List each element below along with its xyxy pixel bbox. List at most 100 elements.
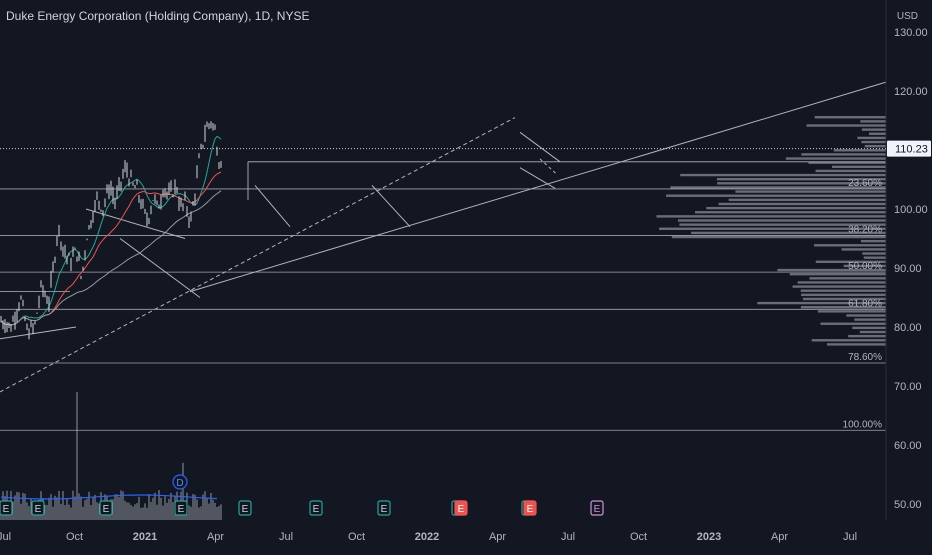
time-tick-label: Apr: [771, 531, 788, 543]
channel-bottom-2: [119, 238, 201, 298]
price-axis[interactable]: USD130.00120.00110.00100.0090.0080.0070.…: [0, 0, 931, 520]
volume-bar: [20, 503, 22, 520]
volume-bar: [214, 502, 216, 520]
event-marker-label: E: [242, 504, 249, 515]
volume-bar: [124, 500, 126, 520]
time-tick-label: Apr: [489, 531, 506, 543]
volume-bar: [56, 497, 58, 520]
price-tick-label: 130.00: [894, 27, 928, 39]
event-markers[interactable]: EEEDEEEEEEEEE: [0, 474, 604, 516]
ma-fast-line: [0, 135, 222, 326]
profile-bar: [656, 215, 886, 218]
profile-bar: [852, 326, 886, 330]
price-tick-label: 100.00: [894, 204, 928, 216]
profile-bar: [814, 244, 886, 247]
profile-bar: [680, 173, 886, 177]
volume-bar: [172, 502, 174, 520]
ma-slow-line: [0, 190, 222, 326]
time-tick-label: Jul: [561, 531, 575, 543]
profile-bar: [792, 285, 886, 288]
volume-bar: [74, 496, 76, 520]
time-axis[interactable]: Jul Oct 2021 Apr Jul Oct 2022 Apr Jul Oct 2023 Apr J…: [0, 531, 857, 543]
profile-bar: [808, 161, 886, 164]
profile-bar: [800, 289, 886, 292]
volume-bar: [150, 501, 152, 520]
channel-bottom-1: [0, 326, 77, 340]
volume-bar: [128, 502, 130, 520]
profile-bar: [833, 149, 886, 152]
profile-bar: [863, 256, 886, 259]
volume-bar: [86, 498, 88, 520]
volume-bar: [192, 493, 194, 520]
volume-bar: [60, 503, 62, 520]
profile-bar: [843, 264, 886, 268]
volume-bar: [206, 498, 208, 520]
volume-bar: [160, 497, 162, 520]
volume-bar: [208, 503, 210, 520]
volume-bar: [22, 492, 24, 520]
volume-bar: [154, 492, 156, 520]
profile-bar: [815, 169, 886, 173]
volume-bar: [182, 462, 184, 520]
profile-bar: [857, 136, 886, 140]
volume-bar: [92, 497, 94, 520]
volume-bar: [126, 502, 128, 520]
profile-bar: [777, 268, 886, 272]
time-tick-label: 2023: [697, 531, 721, 543]
profile-bar: [659, 227, 886, 230]
earnings-marker: [0, 500, 13, 516]
profile-bar: [691, 231, 886, 235]
wedge-line-b: [371, 185, 411, 228]
volume-bar: [212, 499, 214, 520]
price-tick-label: 120.00: [894, 86, 928, 98]
profile-bar: [802, 297, 886, 301]
time-tick-label: Jul: [279, 531, 293, 543]
volume-bar: [198, 507, 200, 520]
profile-bar: [666, 194, 886, 197]
volume-bar: [50, 494, 52, 520]
volume-bar: [70, 507, 72, 520]
profile-bar: [717, 182, 886, 185]
volume-bar: [16, 491, 18, 520]
volume-bar: [164, 496, 166, 520]
volume-bar: [140, 507, 142, 520]
volume-bar: [122, 491, 124, 520]
earnings-marker: [99, 500, 113, 516]
event-marker-label: E: [3, 504, 10, 515]
volume-bar: [134, 504, 136, 520]
profile-bar: [801, 153, 886, 156]
volume-bar: [130, 504, 132, 520]
event-marker-label: E: [527, 504, 534, 515]
volume-bar: [162, 505, 164, 520]
volume-bar: [132, 506, 134, 520]
volume-bar: [68, 504, 70, 520]
volume-bar: [204, 491, 206, 520]
chart-title: Duke Energy Corporation (Holding Company…: [6, 9, 310, 23]
profile-bar: [848, 334, 886, 338]
volume-bar: [76, 392, 78, 520]
earnings-marker: [31, 500, 45, 516]
fib-labels: 23.60% 38.20% 50.00% 61.80% 78.60% 100.00%: [843, 178, 883, 430]
volume-bar: [118, 496, 120, 520]
profile-bar: [806, 124, 886, 127]
profile-bar: [862, 252, 886, 255]
volume-bar: [78, 493, 80, 520]
dashed-projection: [539, 158, 557, 174]
channel-bottom-3: [519, 167, 556, 189]
fib-level-label: 38.20%: [848, 225, 882, 236]
profile-bar: [757, 301, 886, 305]
volume-bar: [98, 503, 100, 520]
event-marker-label: E: [313, 504, 320, 515]
volume-bar: [12, 501, 14, 520]
volume-bar: [114, 494, 116, 520]
volume-bar: [90, 505, 92, 520]
horizontal-levels: [0, 161, 886, 431]
time-tick-label: Oct: [66, 531, 83, 543]
event-marker-label: E: [594, 504, 601, 515]
profile-bar: [811, 339, 886, 342]
time-tick-label: Oct: [348, 531, 365, 543]
volume-bar: [112, 499, 114, 520]
volume-profile: [656, 116, 886, 346]
